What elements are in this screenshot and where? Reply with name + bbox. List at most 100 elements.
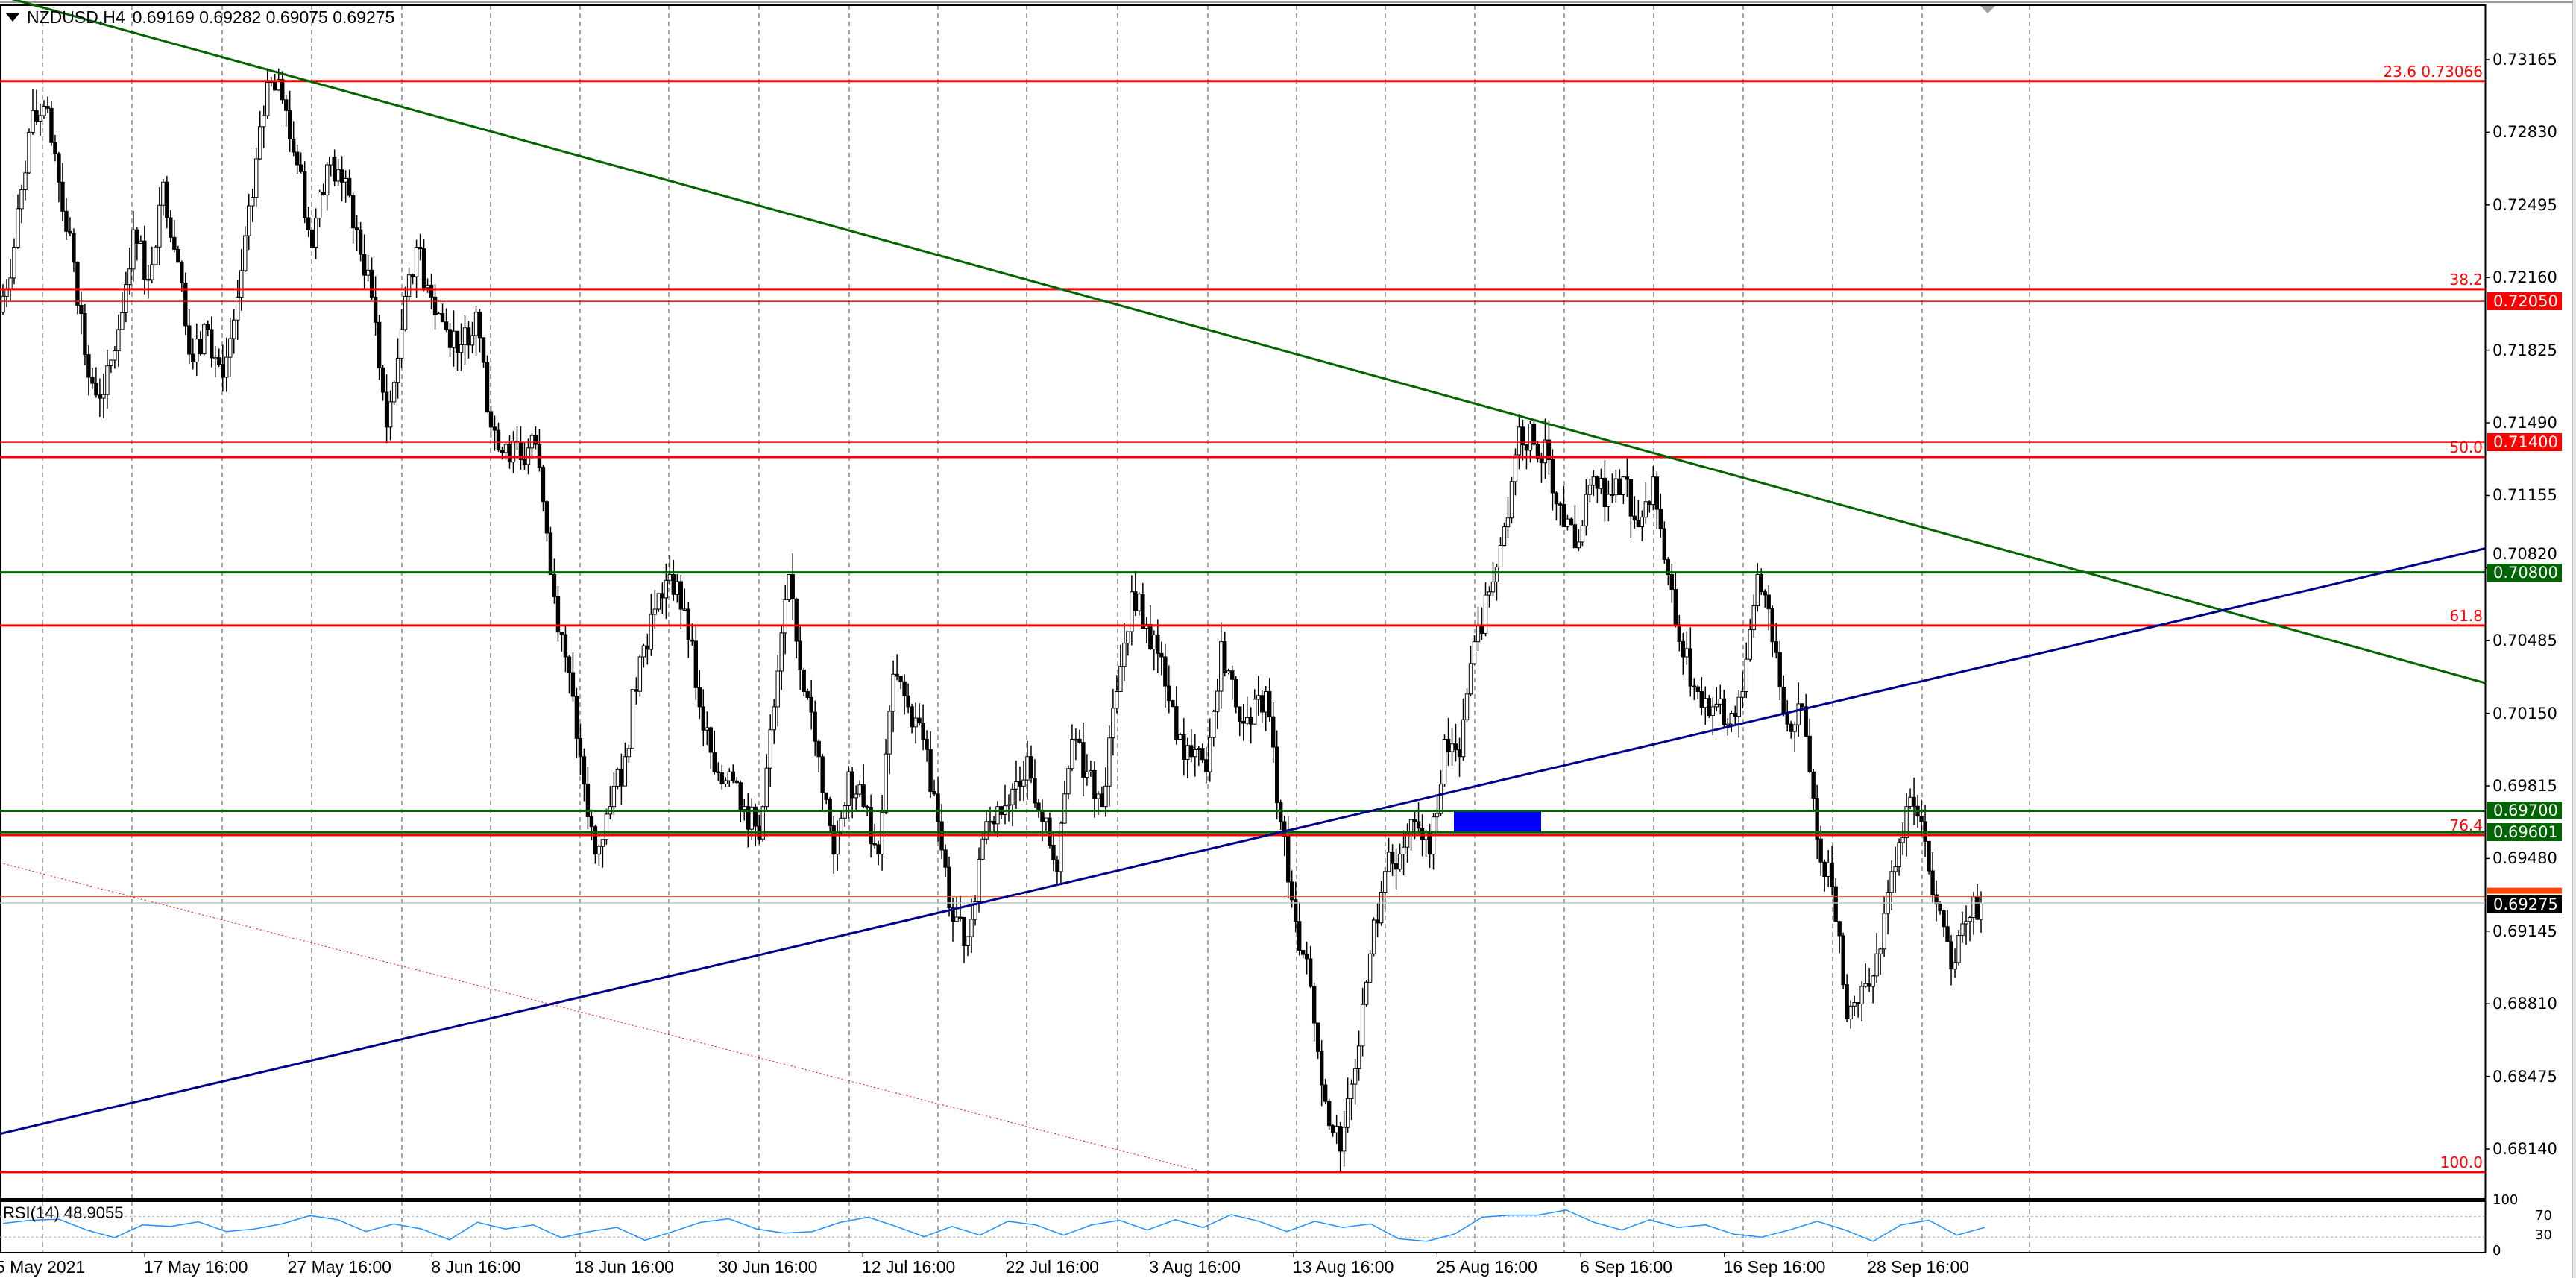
candle-body (503, 444, 508, 453)
candle-body (19, 189, 24, 210)
candle-body (1077, 738, 1082, 743)
candle-body (72, 233, 76, 263)
candle-body (150, 264, 154, 280)
candle-body (358, 229, 363, 255)
candle-body (1345, 1098, 1350, 1128)
candle-body (243, 235, 248, 271)
candle-body (746, 806, 750, 830)
candle-body (1546, 439, 1552, 460)
candle-body (1126, 631, 1130, 644)
candle-body (1654, 476, 1660, 510)
candle-body (1561, 503, 1566, 528)
candle-body (895, 673, 899, 677)
candle-body (410, 274, 415, 277)
candle-body (1193, 749, 1197, 758)
candle-body (1245, 717, 1250, 724)
candle-body (816, 740, 821, 758)
candle-body (1360, 1004, 1365, 1047)
candle-body (876, 844, 881, 855)
candle-body (496, 429, 501, 451)
y-tick-label: 0.68810 (2492, 995, 2557, 1013)
candle-body (1115, 691, 1119, 709)
candle-body (820, 756, 825, 793)
candle-body (1159, 652, 1164, 658)
candle-body (1710, 706, 1715, 717)
candle-body (1182, 734, 1186, 760)
trendline-descending (11, 0, 2486, 684)
candles (1, 68, 1983, 1172)
candle-body (1178, 734, 1182, 740)
candle-body (1692, 685, 1696, 688)
candle-body (1111, 708, 1115, 739)
candle-body (582, 756, 587, 784)
candle-body (444, 321, 449, 330)
candle-body (1457, 749, 1462, 758)
candle-body (1688, 648, 1692, 687)
candle-body (1334, 1126, 1339, 1133)
candle-body (473, 312, 479, 336)
rsi-line (2, 1209, 1985, 1242)
candle-body (1524, 444, 1529, 451)
candle-body (395, 357, 400, 383)
right-scroll-strip[interactable] (2572, 0, 2576, 1278)
candle-body (1587, 485, 1593, 495)
candle-body (1189, 745, 1194, 758)
fib-level-label: 76.4 (2449, 816, 2483, 834)
candle-body (1725, 723, 1730, 726)
candle-body (206, 324, 210, 330)
candle-body (984, 821, 989, 840)
candle-body (697, 687, 702, 708)
candle-body (332, 156, 337, 182)
candle-body (910, 706, 914, 728)
candle-body (1092, 769, 1097, 799)
candle-body (1271, 716, 1276, 748)
candle-body (1591, 476, 1596, 486)
candle-body (1830, 862, 1834, 887)
candle-body (1878, 948, 1883, 954)
collapse-triangle-icon[interactable] (6, 13, 19, 22)
candle-body (1658, 509, 1663, 529)
candle-body (1818, 838, 1823, 863)
candle-body (913, 717, 918, 728)
candle-body (1167, 685, 1171, 702)
candle-body (1197, 748, 1201, 750)
candle-body (1569, 518, 1574, 526)
candle-body (1625, 476, 1630, 480)
fib-level-label: 23.6 0.73066 (2383, 62, 2483, 81)
candle-body (295, 151, 300, 166)
candle-body (869, 806, 873, 845)
candle-body (142, 240, 147, 280)
candle-body (373, 296, 378, 323)
rsi-panel-frame (0, 1200, 2487, 1253)
candle-body (1267, 691, 1272, 717)
candle-body (57, 153, 61, 183)
candle-body (559, 632, 564, 635)
candle-body (1382, 871, 1388, 893)
candle-body (172, 236, 177, 250)
candle-body (865, 806, 869, 808)
candle-body (611, 786, 617, 808)
x-tick-label: 25 Aug 16:00 (1436, 1257, 1537, 1277)
y-tick-label: 0.69480 (2492, 849, 2557, 868)
y-tick-label: 0.70150 (2492, 704, 2557, 723)
candle-body (716, 771, 720, 774)
candle-body (626, 748, 632, 758)
candle-body (369, 269, 374, 298)
candle-body (317, 192, 322, 219)
candle-body (705, 727, 709, 731)
candle-body (391, 382, 397, 403)
rsi-axis-label: 0 (2492, 1243, 2501, 1259)
candle-body (719, 772, 724, 784)
candle-body (850, 771, 854, 799)
bid-price-tag: 0.69275 (2487, 895, 2562, 914)
candle-body (418, 246, 423, 250)
candle-body (634, 689, 639, 692)
candle-body (1446, 739, 1451, 752)
candle-body (1647, 501, 1652, 506)
candle-body (425, 284, 430, 289)
candle-body (1897, 842, 1901, 868)
candle-body (1416, 821, 1421, 829)
candle-body (440, 313, 445, 323)
candle-body (1684, 648, 1689, 658)
